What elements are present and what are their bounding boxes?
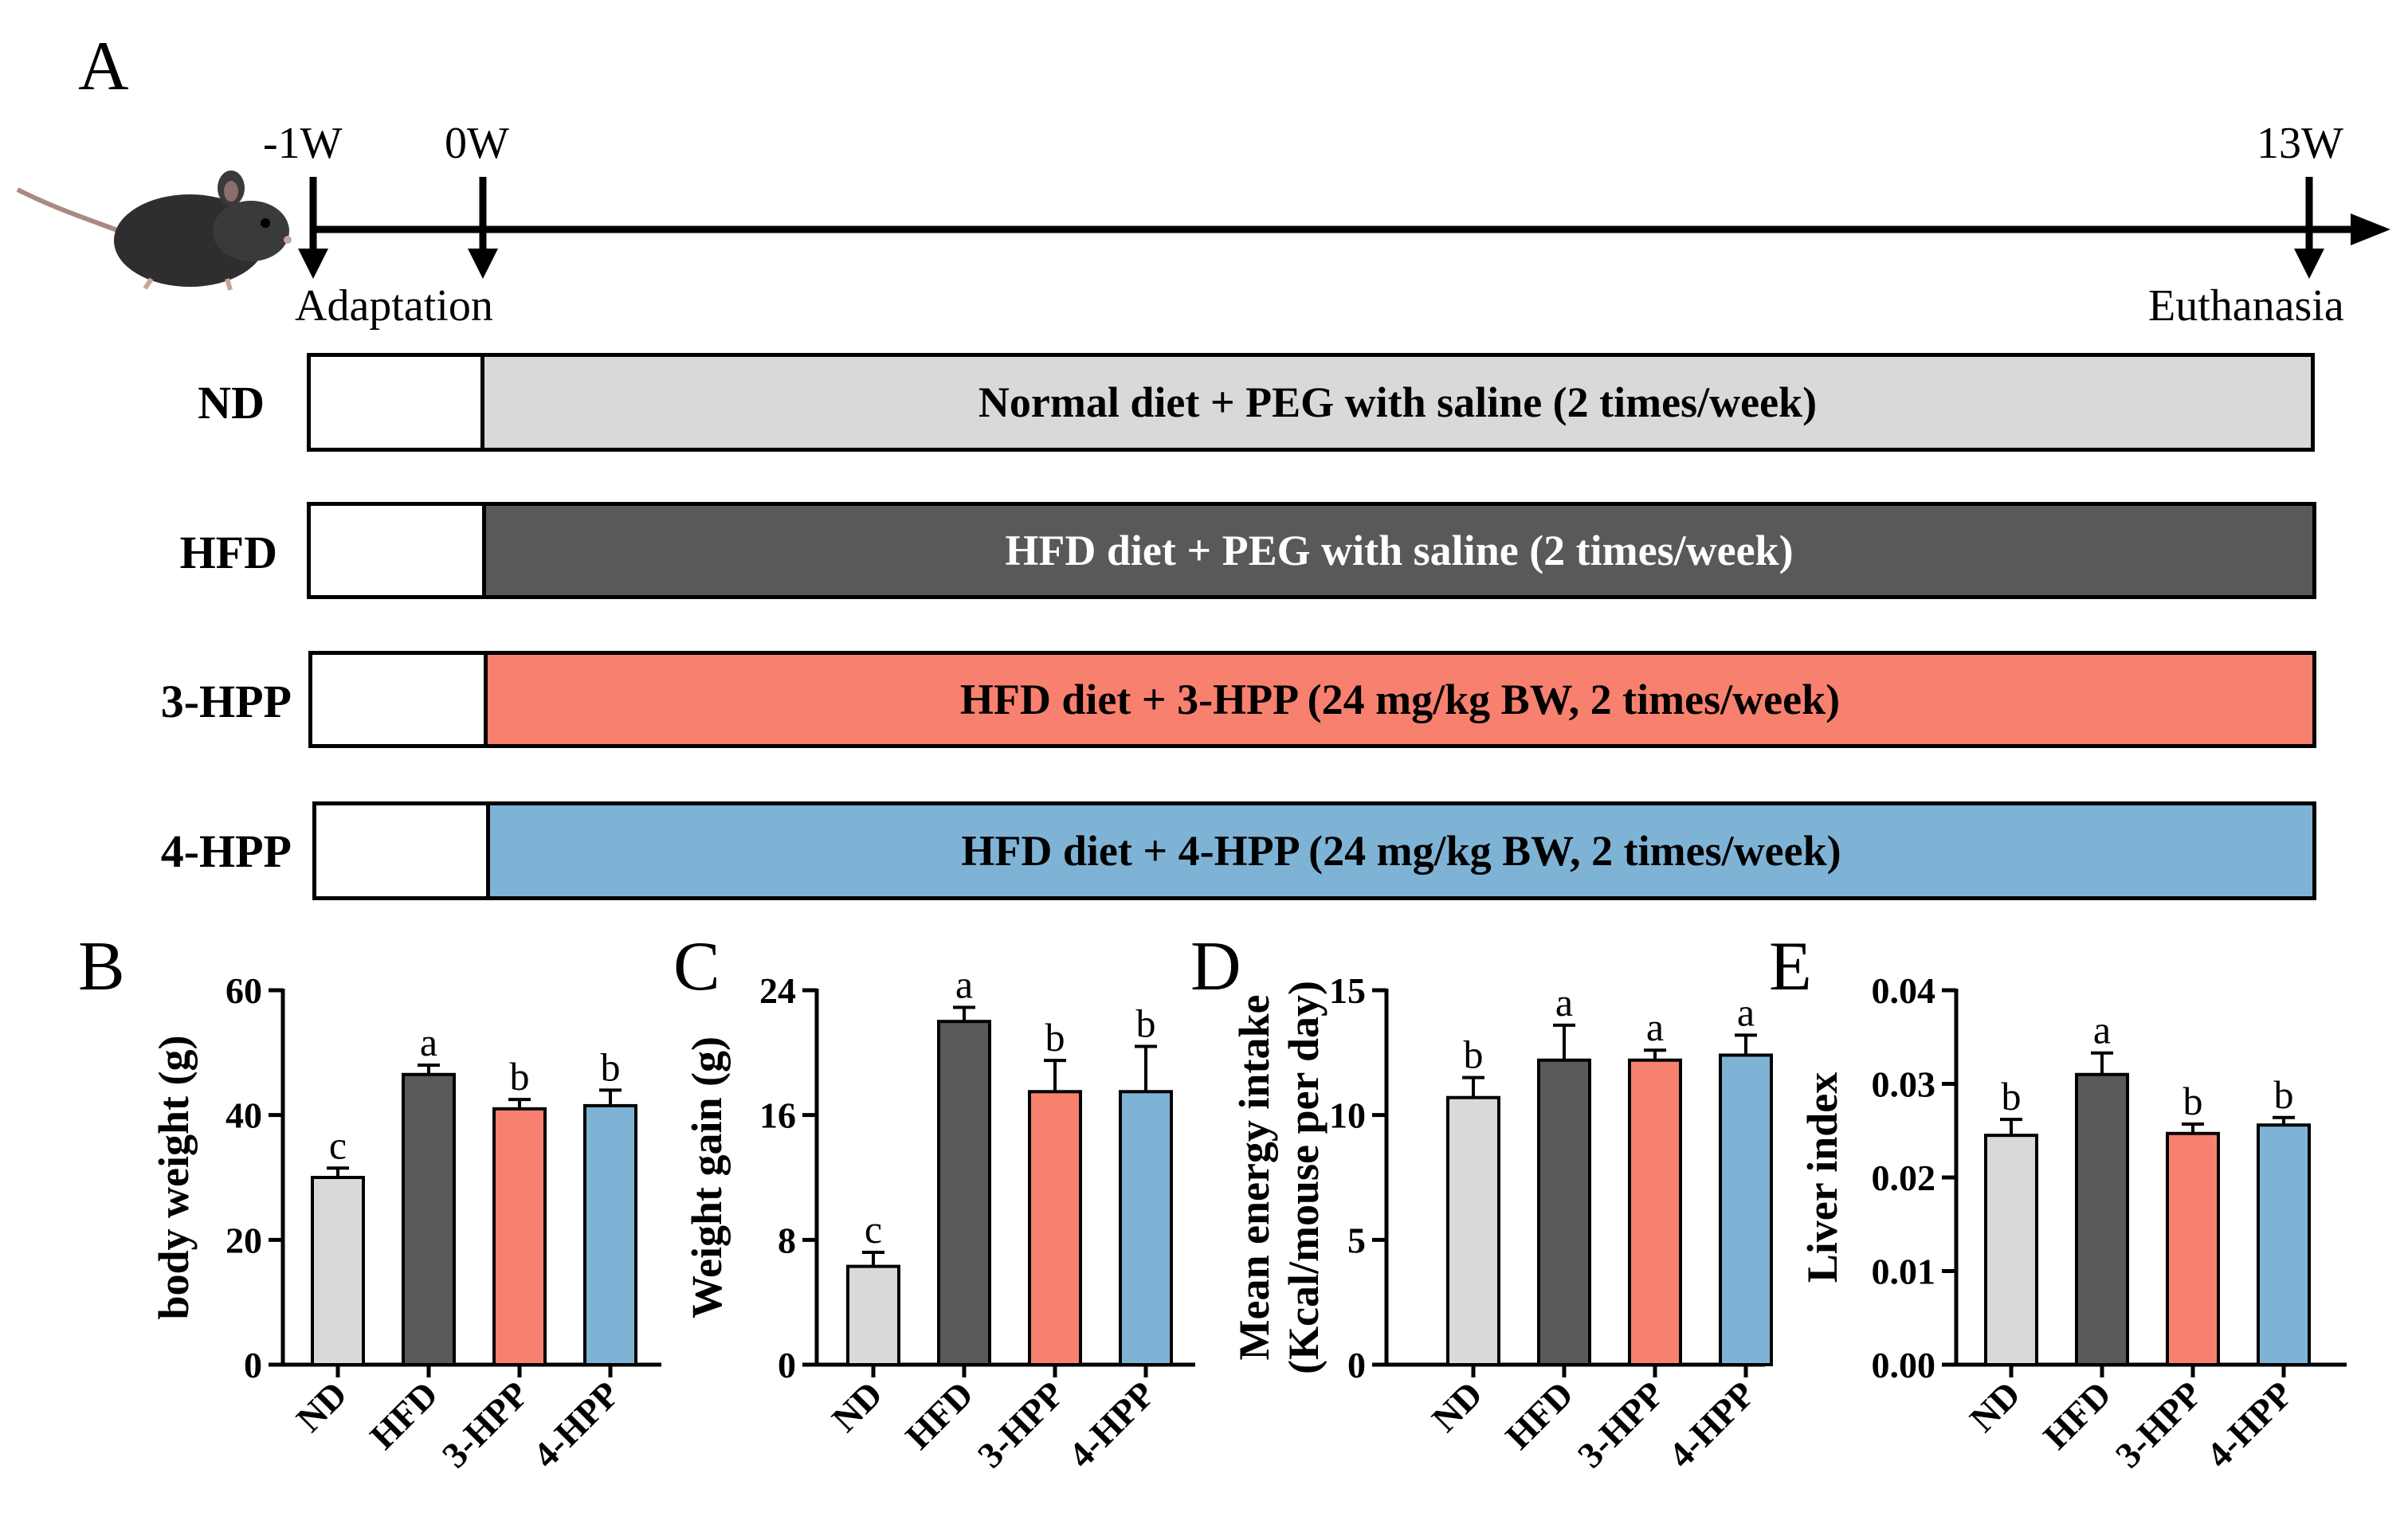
x-tick-label-d: HFD bbox=[1497, 1373, 1581, 1457]
bar-d-4-hpp bbox=[1719, 1053, 1773, 1366]
bar-b-nd bbox=[311, 1176, 365, 1366]
significance-letter-b: a bbox=[420, 1020, 437, 1064]
treatment-row-3hpp: HFD diet + 3-HPP (24 mg/kg BW, 2 times/w… bbox=[308, 651, 2316, 748]
significance-letter-c: c bbox=[865, 1207, 882, 1252]
y-tick-label-e: 0.00 bbox=[1872, 1345, 1936, 1385]
y-tick-label-d: 0 bbox=[1347, 1345, 1366, 1385]
significance-letter-d: a bbox=[1737, 989, 1755, 1034]
bar-e-nd bbox=[1984, 1134, 2038, 1366]
timeline bbox=[16, 170, 2390, 291]
x-tick-label-e: HFD bbox=[2035, 1373, 2119, 1457]
x-tick-label-e: ND bbox=[1962, 1373, 2028, 1440]
x-tick-label-b: HFD bbox=[362, 1373, 445, 1457]
significance-letter-e: b bbox=[2183, 1079, 2203, 1123]
significance-letter-e: b bbox=[2002, 1074, 2022, 1119]
y-axis-title-e: Liver index bbox=[1798, 1072, 1846, 1283]
y-tick-label-c: 24 bbox=[759, 970, 796, 1011]
group-label-4hpp: 4-HPP bbox=[160, 825, 292, 877]
significance-letter-c: b bbox=[1045, 1015, 1065, 1060]
group-label-3hpp: 3-HPP bbox=[160, 676, 292, 727]
bar-c-3-hpp bbox=[1028, 1090, 1082, 1366]
bar-b-4-hpp bbox=[583, 1103, 637, 1366]
y-tick-label-c: 8 bbox=[778, 1220, 796, 1260]
x-tick-label-e: 4-HPP bbox=[2198, 1373, 2300, 1475]
bar-d-hfd bbox=[1537, 1058, 1591, 1366]
significance-letter-b: c bbox=[329, 1122, 347, 1167]
x-tick-label-b: ND bbox=[288, 1373, 355, 1440]
significance-letter-c: a bbox=[955, 962, 973, 1007]
y-tick-label-b: 0 bbox=[244, 1345, 262, 1385]
x-tick-label-b: 4-HPP bbox=[525, 1373, 627, 1475]
y-tick-label-e: 0.01 bbox=[1872, 1252, 1936, 1292]
tick-label-0w: 0W bbox=[445, 119, 509, 168]
adaptation-box bbox=[312, 655, 488, 744]
treatment-text-hfd: HFD diet + PEG with saline (2 times/week… bbox=[486, 506, 2312, 595]
x-tick-label-c: 4-HPP bbox=[1061, 1373, 1163, 1475]
bar-c-hfd bbox=[937, 1020, 991, 1366]
adaptation-box bbox=[311, 357, 484, 448]
bar-b-hfd bbox=[402, 1072, 456, 1366]
treatment-row-nd: Normal diet + PEG with saline (2 times/w… bbox=[307, 353, 2315, 452]
significance-letter-c: b bbox=[1136, 1001, 1156, 1046]
group-label-nd: ND bbox=[198, 377, 265, 429]
bar-e-4-hpp bbox=[2257, 1123, 2311, 1366]
y-tick-label-b: 20 bbox=[226, 1220, 262, 1260]
x-tick-label-d: 4-HPP bbox=[1661, 1373, 1763, 1475]
x-tick-label-c: HFD bbox=[897, 1373, 981, 1457]
y-axis-title-d: (Kcal/mouse per day) bbox=[1280, 981, 1328, 1374]
group-label-hfd: HFD bbox=[179, 527, 277, 578]
y-tick-label-d: 5 bbox=[1347, 1220, 1366, 1260]
treatment-text-nd: Normal diet + PEG with saline (2 times/w… bbox=[484, 357, 2311, 448]
y-tick-label-c: 16 bbox=[759, 1095, 796, 1136]
x-tick-label-c: 3-HPP bbox=[970, 1373, 1072, 1475]
significance-letter-d: b bbox=[1464, 1032, 1484, 1077]
bar-d-nd bbox=[1446, 1095, 1500, 1366]
significance-letter-e: b bbox=[2274, 1072, 2294, 1117]
bar-d-3-hpp bbox=[1628, 1058, 1682, 1366]
y-tick-label-b: 60 bbox=[226, 970, 262, 1011]
tick-label-minus-1w: -1W bbox=[263, 119, 343, 168]
bar-e-hfd bbox=[2075, 1072, 2129, 1366]
bar-c-4-hpp bbox=[1119, 1090, 1173, 1366]
panel-label-b: B bbox=[78, 928, 125, 1005]
bar-e-3-hpp bbox=[2166, 1131, 2220, 1367]
x-tick-label-b: 3-HPP bbox=[434, 1373, 536, 1475]
treatment-row-hfd: HFD diet + PEG with saline (2 times/week… bbox=[307, 502, 2316, 599]
euthanasia-label: Euthanasia bbox=[2148, 281, 2344, 331]
panel-label-a: A bbox=[78, 28, 129, 105]
y-tick-label-d: 15 bbox=[1329, 970, 1366, 1011]
y-tick-label-c: 0 bbox=[778, 1345, 796, 1385]
significance-letter-b: b bbox=[601, 1044, 621, 1089]
panel-label-e: E bbox=[1769, 928, 1812, 1005]
y-axis-title-b: body weight (g) bbox=[150, 1035, 198, 1319]
significance-letter-d: a bbox=[1555, 980, 1573, 1024]
bar-c-nd bbox=[846, 1264, 900, 1366]
mouse-icon bbox=[16, 170, 292, 291]
y-axis-title-d: Mean energy intake bbox=[1230, 995, 1278, 1361]
significance-letter-d: a bbox=[1646, 1005, 1664, 1049]
y-tick-label-e: 0.04 bbox=[1872, 970, 1936, 1011]
x-tick-label-c: ND bbox=[824, 1373, 890, 1440]
tick-label-13w: 13W bbox=[2257, 119, 2343, 168]
x-tick-label-d: ND bbox=[1424, 1373, 1490, 1440]
bar-b-3-hpp bbox=[492, 1107, 547, 1367]
panel-label-d: D bbox=[1190, 928, 1241, 1005]
treatment-row-4hpp: HFD diet + 4-HPP (24 mg/kg BW, 2 times/w… bbox=[312, 801, 2316, 900]
x-tick-label-e: 3-HPP bbox=[2108, 1373, 2210, 1475]
adaptation-box bbox=[311, 506, 486, 595]
adaptation-label: Adaptation bbox=[295, 281, 493, 331]
treatment-text-4hpp: HFD diet + 4-HPP (24 mg/kg BW, 2 times/w… bbox=[490, 805, 2312, 896]
x-tick-label-d: 3-HPP bbox=[1570, 1373, 1672, 1475]
y-tick-label-b: 40 bbox=[226, 1095, 262, 1136]
y-axis-title-c: Weight gain (g) bbox=[683, 1036, 731, 1318]
panel-label-c: C bbox=[673, 928, 720, 1005]
significance-letter-b: b bbox=[510, 1054, 530, 1099]
treatment-text-3hpp: HFD diet + 3-HPP (24 mg/kg BW, 2 times/w… bbox=[488, 655, 2312, 744]
y-tick-label-d: 10 bbox=[1329, 1095, 1366, 1136]
significance-letter-e: a bbox=[2093, 1008, 2111, 1052]
adaptation-box bbox=[316, 805, 490, 896]
y-tick-label-e: 0.03 bbox=[1872, 1064, 1936, 1105]
y-tick-label-e: 0.02 bbox=[1872, 1158, 1936, 1198]
